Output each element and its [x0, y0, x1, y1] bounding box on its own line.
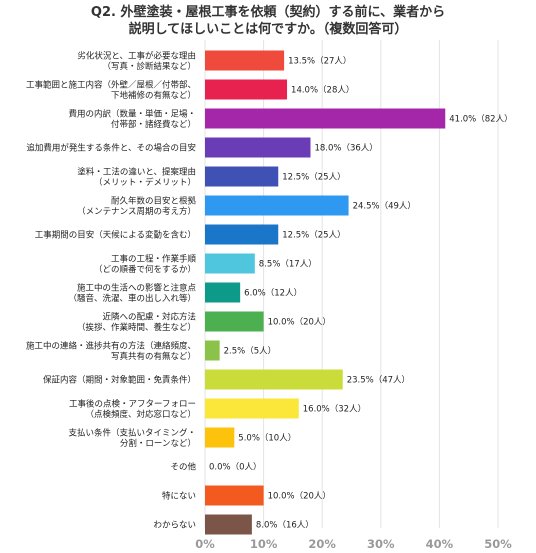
x-tick-label: 30% [367, 537, 395, 551]
data-label: 24.5%（49人） [353, 201, 416, 212]
x-tick-label: 40% [426, 537, 454, 551]
category-label: 工事の工程・作業手順 [111, 253, 197, 264]
x-tick-label: 10% [250, 537, 278, 551]
category-label: 工事期間の目安（天候による変動を含む） [35, 230, 196, 241]
category-label: （メリット・デメリット） [94, 177, 196, 188]
data-label: 6.0%（12人） [244, 288, 302, 299]
category-label: その他 [170, 462, 196, 473]
bar [205, 398, 299, 419]
data-label: 2.5%（5人） [224, 346, 277, 357]
category-label: （点検頻度、対応窓口など） [85, 409, 196, 420]
category-label: （写真・診断結果など） [102, 61, 196, 72]
category-label: 追加費用が発生する条件と、その場合の目安 [26, 143, 196, 154]
category-label: 付帯部・諸経費など） [111, 119, 196, 130]
bar [205, 195, 349, 216]
category-label: （メンテナンス周期の考え方） [77, 206, 196, 217]
category-label: （挨拶、作業時間、養生など） [77, 322, 196, 333]
bar [205, 282, 241, 303]
data-label: 23.5%（47人） [347, 375, 410, 386]
data-label: 16.0%（32人） [303, 404, 366, 415]
bar [205, 311, 264, 332]
bar [205, 369, 343, 390]
x-axis-ticks: 0% 10% 20% 30% 40% 50% [195, 537, 512, 551]
x-tick-label: 0% [195, 537, 215, 551]
data-label: 8.0%（16人） [256, 520, 314, 531]
category-label: 工事後の点検・アフターフォロー [69, 398, 196, 409]
data-label: 14.0%（28人） [291, 85, 354, 96]
category-label: 施工中の生活への影響と注意点 [77, 282, 197, 293]
data-label: 8.5%（17人） [259, 259, 317, 270]
data-label: 13.5%（27人） [288, 56, 351, 67]
chart-title-line-1: Q2. 外壁塗装・屋根工事を依頼（契約）する前に、業者から [90, 5, 446, 20]
bar [205, 79, 288, 100]
category-labels: 劣化状況と、工事が必要な理由（写真・診断結果など） 工事範囲と施工内容（外壁／屋根… [26, 50, 197, 530]
bar [205, 340, 220, 361]
data-labels: 13.5%（27人） 14.0%（28人） 41.0%（82人） 18.0%（36人）… [209, 56, 513, 531]
data-label: 18.0%（36人） [314, 143, 377, 154]
data-label: 12.5%（25人） [282, 172, 345, 183]
category-label: わからない [153, 521, 196, 531]
category-label: 工事範囲と施工内容（外壁／屋根／付帯部、 [26, 79, 196, 90]
category-label: 耐久年数の目安と根拠 [111, 195, 197, 206]
category-label: 支払い条件（支払いタイミング・ [68, 427, 196, 438]
chart-title: Q2. 外壁塗装・屋根工事を依頼（契約）する前に、業者から 説明してほしいことは… [0, 4, 536, 38]
category-label: （どの順番で何をするか） [94, 264, 196, 275]
bar [205, 137, 311, 158]
category-label: 下地補修の有無など） [111, 90, 196, 101]
data-label: 0.0%（0人） [209, 462, 262, 473]
chart-title-line-2: 説明してほしいことは何ですか。（複数回答可） [128, 22, 408, 37]
data-label: 10.0%（20人） [268, 491, 331, 502]
bar [205, 224, 279, 245]
bar [205, 108, 446, 129]
bar [205, 253, 255, 274]
bar [205, 50, 285, 71]
bar [205, 514, 252, 535]
bars [205, 50, 446, 535]
category-label: 費用の内訳（数量・単価・足場・ [68, 108, 196, 119]
category-label: 近隣への配慮・対応方法 [102, 311, 196, 322]
category-label: （騒音、洗濯、車の出し入れ等） [68, 293, 196, 304]
bar [205, 166, 279, 187]
bar [205, 485, 264, 506]
data-label: 12.5%（25人） [282, 230, 345, 241]
x-tick-label: 50% [484, 537, 512, 551]
category-label: 写真共有の有無など） [111, 351, 196, 362]
bar [205, 427, 235, 448]
data-label: 10.0%（20人） [268, 317, 331, 328]
category-label: 分割・ローンなど） [120, 438, 196, 449]
category-label: 保証内容（期間・対象範囲・免責条件） [43, 375, 196, 386]
data-label: 41.0%（82人） [449, 114, 512, 125]
category-label: 施工中の連絡・進捗共有の方法（連絡頻度、 [26, 340, 196, 351]
x-tick-label: 20% [308, 537, 336, 551]
data-label: 5.0%（10人） [238, 433, 296, 444]
category-label: 塗料・工法の違いと、提案理由 [77, 166, 196, 177]
category-label: 特にない [162, 491, 196, 502]
category-label: 劣化状況と、工事が必要な理由 [77, 50, 196, 61]
